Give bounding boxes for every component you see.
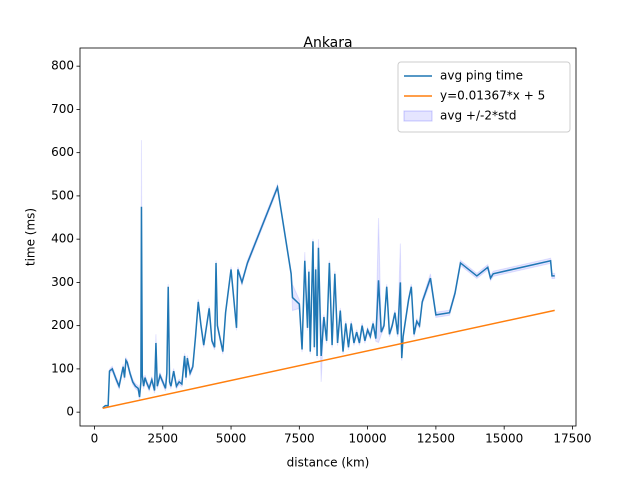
chart-title: Ankara bbox=[303, 35, 352, 51]
y-tick-label: 200 bbox=[51, 318, 74, 332]
x-tick-label: 12500 bbox=[417, 432, 455, 446]
y-tick-label: 600 bbox=[51, 145, 74, 159]
x-tick-label: 7500 bbox=[284, 432, 315, 446]
legend-label: avg ping time bbox=[440, 69, 523, 83]
y-tick-label: 700 bbox=[51, 102, 74, 116]
y-axis-label: time (ms) bbox=[24, 208, 38, 266]
x-tick-label: 2500 bbox=[147, 432, 178, 446]
x-tick-label: 10000 bbox=[349, 432, 387, 446]
legend-label: avg +/-2*std bbox=[440, 109, 517, 123]
legend-label: y=0.01367*x + 5 bbox=[440, 89, 545, 103]
series-line bbox=[102, 184, 555, 409]
y-tick-label: 800 bbox=[51, 59, 74, 73]
plot-frame bbox=[79, 47, 577, 427]
y-tick-label: 100 bbox=[51, 361, 74, 375]
series-line bbox=[102, 309, 555, 409]
y-tick-label: 500 bbox=[51, 188, 74, 202]
legend-box bbox=[397, 61, 571, 133]
x-tick-label: 5000 bbox=[216, 432, 247, 446]
x-axis-label: distance (km) bbox=[287, 456, 370, 470]
x-tick-label: 15000 bbox=[485, 432, 523, 446]
y-tick-label: 0 bbox=[66, 405, 74, 419]
x-tick-label: 0 bbox=[91, 432, 99, 446]
x-tick-label: 17500 bbox=[553, 432, 591, 446]
y-tick-label: 300 bbox=[51, 275, 74, 289]
legend-swatch bbox=[403, 110, 433, 122]
y-tick-label: 400 bbox=[51, 232, 74, 246]
